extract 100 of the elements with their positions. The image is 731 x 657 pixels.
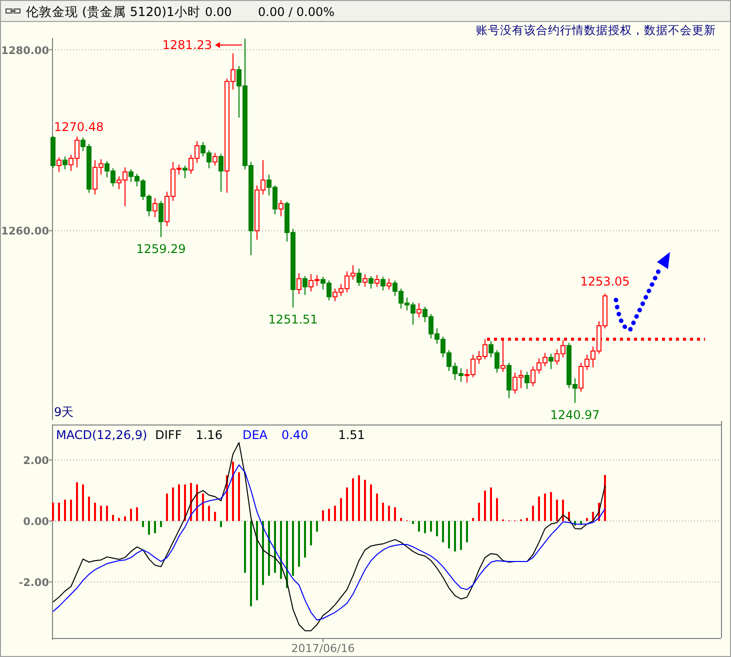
candlestick <box>62 156 68 170</box>
bar <box>280 520 282 579</box>
candlestick <box>158 200 164 238</box>
bar <box>550 492 552 521</box>
bar <box>274 520 276 573</box>
bar <box>154 520 156 534</box>
bar <box>292 520 294 576</box>
bar <box>580 520 582 524</box>
bar <box>64 500 66 521</box>
annotation: 1259.29 <box>136 242 186 256</box>
y-tick-label: 0.00 <box>23 516 49 528</box>
candlestick <box>548 353 554 370</box>
bar <box>244 520 246 573</box>
candlestick <box>152 198 158 218</box>
bar <box>178 484 180 521</box>
bar <box>214 512 216 521</box>
bar <box>76 482 78 521</box>
annotation: 9天 <box>54 405 74 419</box>
bar <box>412 520 414 524</box>
bar <box>100 506 102 521</box>
bar <box>370 484 372 521</box>
bar <box>400 518 402 521</box>
candlestick <box>416 302 422 318</box>
bar <box>70 500 72 521</box>
candlestick <box>362 274 368 288</box>
candlestick <box>524 371 530 390</box>
bar <box>322 510 324 521</box>
bar <box>112 514 114 521</box>
bar <box>160 520 162 528</box>
bar <box>124 516 126 521</box>
line-series <box>52 464 606 621</box>
bar <box>556 500 558 521</box>
bar <box>340 498 342 521</box>
bar <box>562 500 564 521</box>
candlestick <box>374 274 380 288</box>
bar <box>256 520 258 600</box>
bar <box>586 518 588 521</box>
text: 0.00 / 0.00% <box>258 5 335 19</box>
line-series <box>52 442 606 632</box>
bar <box>232 462 234 521</box>
bar <box>472 518 474 521</box>
candlestick <box>356 268 362 286</box>
bar <box>202 494 204 521</box>
bar <box>196 484 198 521</box>
bar <box>184 484 186 521</box>
bar <box>304 520 306 558</box>
bar <box>544 494 546 521</box>
bar <box>526 518 528 521</box>
bar <box>238 472 240 521</box>
bar <box>166 494 168 521</box>
candlestick <box>368 275 374 290</box>
bar <box>442 520 444 542</box>
annotation: 1.51 <box>338 428 365 442</box>
bar <box>394 507 396 521</box>
bar <box>142 520 144 528</box>
series-label: DEA <box>242 428 268 442</box>
bar <box>424 520 426 534</box>
bar <box>448 520 450 548</box>
bar <box>118 518 120 521</box>
bar <box>334 506 336 521</box>
y-tick-label: -2.00 <box>18 576 49 589</box>
candlestick <box>296 272 302 295</box>
bar <box>388 506 390 521</box>
candlestick <box>182 165 188 179</box>
bar <box>484 490 486 521</box>
candlestick <box>56 156 62 172</box>
bar <box>460 520 462 550</box>
bar <box>346 487 348 521</box>
bar <box>358 475 360 521</box>
bar <box>436 520 438 536</box>
bar <box>298 520 300 567</box>
candlestick <box>278 199 284 217</box>
bar <box>250 520 252 606</box>
bar <box>490 487 492 521</box>
bar <box>82 484 84 521</box>
candlestick <box>380 276 386 291</box>
annotation: 1253.05 <box>580 274 630 289</box>
text: 账号没有该合约行情数据授权，数据不会更新 <box>476 23 716 37</box>
chart-title: 伦敦金现 (贵金属 5120)1小时 <box>26 4 200 19</box>
bar <box>328 508 330 521</box>
bar <box>208 506 210 521</box>
y-tick-label: 1280.00 <box>1 44 49 57</box>
bar <box>52 502 54 521</box>
bar <box>268 520 270 576</box>
candlestick <box>302 275 308 296</box>
bar <box>418 520 420 532</box>
bar <box>130 508 132 521</box>
bar <box>172 487 174 521</box>
bar <box>148 520 150 535</box>
bar <box>478 502 480 521</box>
bar <box>316 520 318 532</box>
text: 0.00 <box>205 5 232 19</box>
annotation: 1251.51 <box>268 312 318 327</box>
bar <box>538 496 540 521</box>
bar <box>310 520 312 546</box>
bar <box>430 520 432 532</box>
annotation: 0.40 <box>281 428 308 442</box>
annotation: 1270.48 <box>54 120 104 134</box>
annotation: 1281.23 <box>162 38 212 52</box>
bar <box>532 506 534 521</box>
